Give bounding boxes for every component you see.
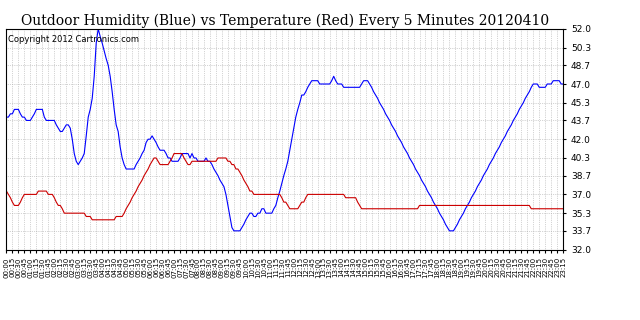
Text: Copyright 2012 Cartronics.com: Copyright 2012 Cartronics.com xyxy=(8,36,138,44)
Title: Outdoor Humidity (Blue) vs Temperature (Red) Every 5 Minutes 20120410: Outdoor Humidity (Blue) vs Temperature (… xyxy=(20,13,549,28)
